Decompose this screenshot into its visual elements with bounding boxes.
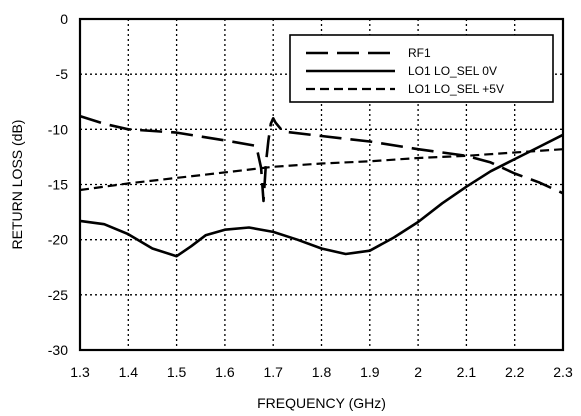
y-tick-label: -20 [48, 232, 68, 248]
x-tick-label: 1.9 [360, 364, 380, 380]
x-tick-label: 2.3 [553, 364, 573, 380]
x-tick-label: 1.4 [119, 364, 139, 380]
y-tick-label: -15 [48, 177, 68, 193]
x-tick-label: 1.5 [167, 364, 187, 380]
y-tick-label: -25 [48, 287, 68, 303]
legend-label-rf1: RF1 [408, 46, 431, 60]
plot-frame [78, 17, 565, 352]
x-tick-label: 2.2 [505, 364, 525, 380]
legend-box [289, 34, 554, 103]
legend: RF1 LO1 LO_SEL 0V LO1 LO_SEL +5V [289, 34, 554, 103]
x-tick-label: 1.6 [215, 364, 235, 380]
series-line-1 [79, 133, 564, 258]
x-tick-label: 1.7 [263, 364, 283, 380]
x-tick-label: 1.3 [70, 364, 90, 380]
x-tick-label: 2 [414, 364, 422, 380]
series-line-2 [79, 148, 564, 192]
y-tick-label: 0 [60, 11, 68, 27]
legend-label-lo1-0v: LO1 LO_SEL 0V [408, 64, 497, 78]
x-tick-label: 1.8 [312, 364, 332, 380]
series-lines [79, 114, 564, 258]
x-axis-label: FREQUENCY (GHz) [257, 395, 386, 411]
legend-label-lo1-5v: LO1 LO_SEL +5V [408, 82, 504, 96]
y-axis-label: RETURN LOSS (dB) [9, 120, 25, 250]
series-line-0 [79, 114, 564, 203]
y-tick-label: -5 [56, 66, 69, 82]
x-tick-label: 2.1 [457, 364, 477, 380]
tick-labels: 1.3 1.4 1.5 1.6 1.7 1.8 1.9 2 2.1 2.2 2.3 0 -5 -10 -15… [48, 11, 573, 380]
y-tick-label: -10 [48, 121, 68, 137]
y-tick-label: -30 [48, 342, 68, 358]
